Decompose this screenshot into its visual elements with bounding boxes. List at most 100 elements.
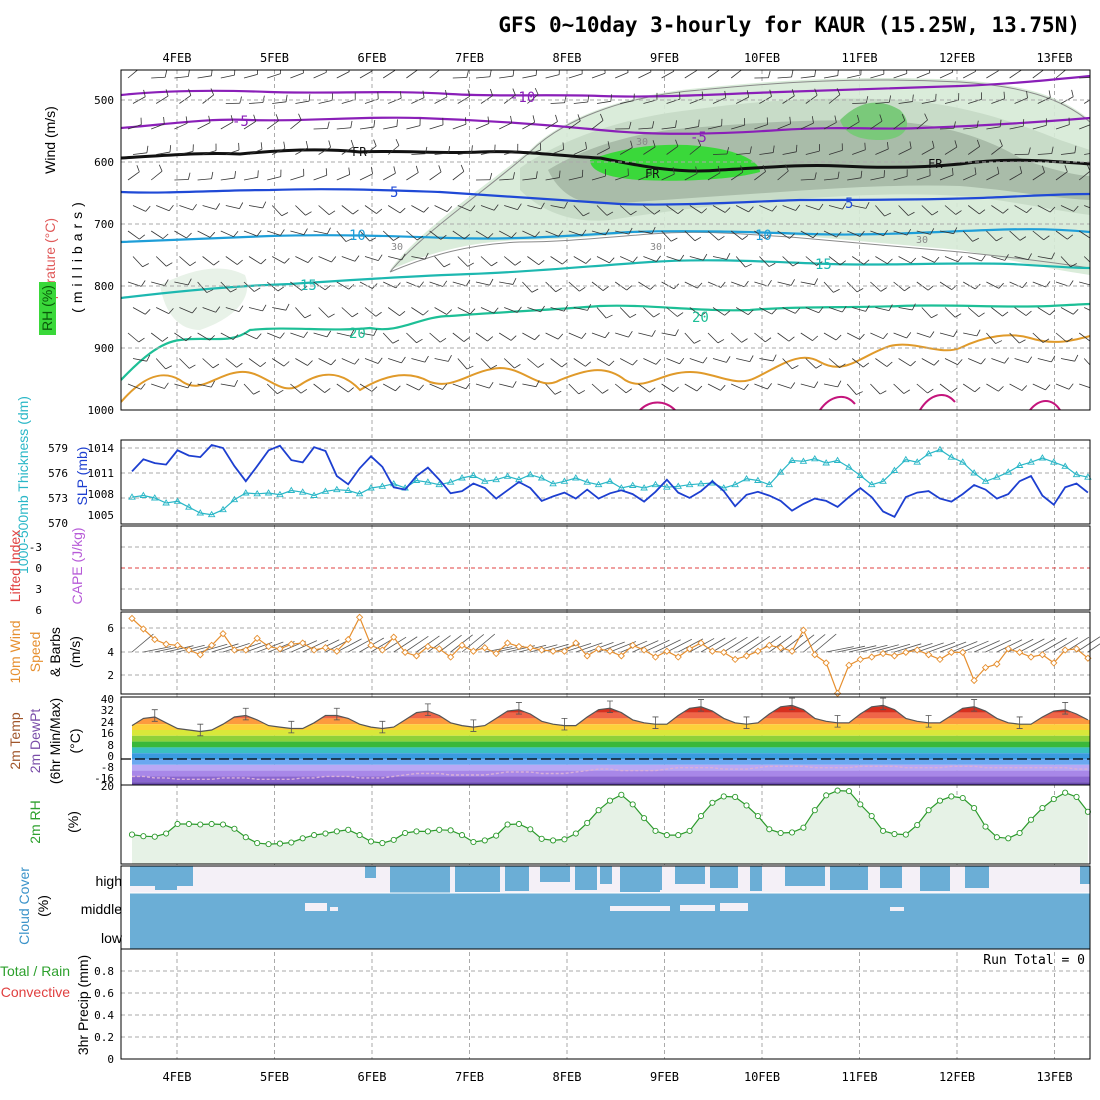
rh2m-point [197,821,204,828]
cloud-high-block [880,866,902,888]
wind-barb [434,90,448,104]
wind10m-point [754,647,762,655]
slp-series [131,443,1089,518]
thickness-point [913,458,922,465]
thickness-point [242,489,250,496]
cape-li-panel: -3 0 3 6 Lifted Index CAPE (J/kg) [7,525,1091,617]
thickness-point [276,490,284,498]
thickness-point [845,463,853,470]
wind-barb [939,227,958,235]
wind-barb [921,307,938,319]
precip-tick-0.6: 0.6 [94,987,114,1000]
wind-barb [336,167,351,181]
wind-barb [1055,165,1068,181]
wind-barb [689,139,702,155]
rh2m-point [219,821,227,828]
wind-barb [730,230,749,240]
pressure-tick-1000: 1000 [88,404,115,417]
wind-barb [243,383,260,395]
wind-barb [318,205,336,216]
rh2m-point [777,829,784,837]
wind-barb [800,278,819,286]
rh2m-point [185,820,192,828]
wind10m-point [481,644,489,652]
wind-barb [596,307,613,319]
wind-barb [823,332,842,341]
wind-barb [591,228,610,236]
wind-barb [132,145,149,155]
wind-barb [875,95,892,104]
cloud-high-block [455,866,500,892]
wind-barb [174,70,190,79]
wind10m-barb [939,641,967,653]
wind-barb [151,116,165,130]
wind10m-barb [848,645,877,653]
wind10m-label-4: (m/s) [67,636,83,668]
wind10m-point [674,653,682,661]
wind-barb [870,170,885,181]
wind-barb [406,70,418,79]
wind10m-point [503,639,512,647]
wind-barb [614,383,633,394]
rh2m-point [845,788,852,795]
wind-barb [220,281,237,293]
wind-barb [689,357,708,364]
wind-barb [1037,252,1055,260]
rh2m-point [538,835,545,842]
wind-barb [550,358,568,368]
wind10m-barb [666,638,692,653]
wind-barb [666,139,679,155]
wind10m-point [287,640,295,648]
rh2m-point [572,830,579,837]
thickness-point [1027,458,1035,465]
rh-legend-swatch [39,282,56,335]
thickness-point [811,454,819,462]
wind-barb [225,358,243,368]
wind-barb [875,358,893,367]
wind-barb [921,140,935,155]
wind-barb [805,88,818,104]
wind-barb [847,230,865,237]
rh2m-point [1084,808,1091,815]
wind10m-point [253,634,261,642]
wind-barb [916,113,928,130]
wind10m-speed-series [128,613,1092,697]
wind-barb [127,280,146,287]
wind10m-point [572,639,580,647]
wind-barb [545,332,564,340]
wind-barb [967,307,985,318]
wind-barb [1060,205,1079,212]
cloud-panel: high middle low Cloud Cover (%) [16,865,1091,950]
cloud-high-block [710,866,738,888]
thickness-point [321,487,330,494]
wind-barb [684,166,698,181]
rh2m-point [379,840,386,847]
wind10m-point [196,651,204,659]
wind-barb [475,116,490,130]
wind-barb [127,70,139,79]
wind-barb [1060,145,1077,155]
wind-barb [499,115,513,130]
thickness-point [572,474,580,481]
wind-barb [620,93,635,104]
wind-barb [336,120,353,130]
wind-barb [568,114,581,130]
wind10m-point [242,646,250,654]
temp-minmax-whisker [333,707,340,721]
rh2m-point [299,835,306,842]
wind-barb [336,329,355,337]
thickness-point [833,456,842,463]
wind-barb [290,331,308,338]
wind-barb [272,256,290,264]
wind10m-barb [826,646,854,653]
wind10m-point [1038,651,1047,659]
wind10m-point [1072,645,1081,653]
wind-barb [643,140,656,155]
date-tick-bottom-10feb: 10FEB [744,1070,780,1084]
temp-minmax-whisker [925,715,932,728]
wind-barb [968,92,982,104]
rh2m-point [163,830,170,837]
wind10m-point [299,639,307,647]
thickness-slp-frame [120,439,1091,525]
wind10m-point [936,655,944,664]
